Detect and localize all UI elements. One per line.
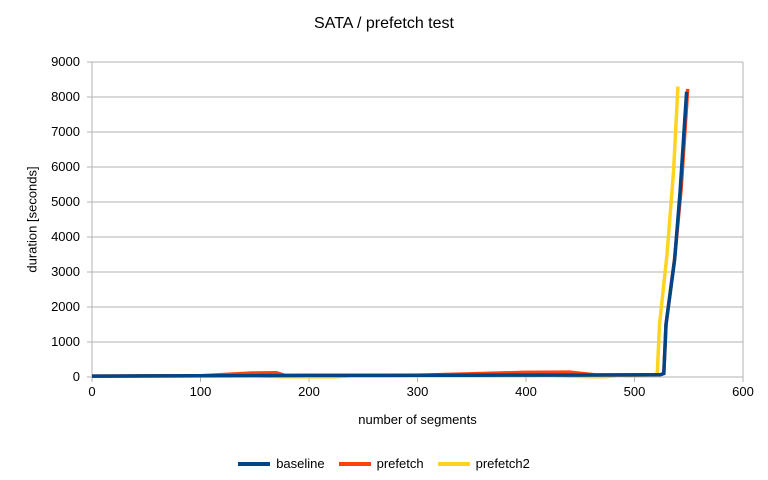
x-tick-label: 400 bbox=[515, 384, 537, 399]
y-tick-label: 0 bbox=[72, 369, 80, 384]
y-tick-label: 8000 bbox=[51, 89, 80, 104]
y-tick-label: 4000 bbox=[51, 229, 80, 244]
x-tick-label: 200 bbox=[298, 384, 320, 399]
legend-label-baseline: baseline bbox=[276, 456, 325, 471]
legend-label-prefetch2: prefetch2 bbox=[475, 456, 530, 471]
legend-swatch-prefetch2 bbox=[437, 461, 470, 466]
x-axis-title: number of segments bbox=[358, 412, 477, 427]
legend-swatch-prefetch bbox=[338, 461, 371, 466]
x-tick-label: 0 bbox=[88, 384, 96, 399]
chart-title: SATA / prefetch test bbox=[314, 15, 454, 32]
legend-swatch-baseline bbox=[238, 461, 271, 466]
series-line-baseline bbox=[91, 91, 689, 378]
x-tick-label: 100 bbox=[189, 384, 212, 399]
legend-label-prefetch: prefetch bbox=[376, 456, 424, 471]
x-tick-label: 600 bbox=[732, 384, 754, 399]
y-tick-label: 5000 bbox=[51, 194, 80, 209]
series-line-prefetch2 bbox=[91, 86, 680, 379]
y-tick-label: 1000 bbox=[51, 334, 80, 349]
y-tick-label: 3000 bbox=[51, 264, 80, 279]
x-tick-label: 300 bbox=[406, 384, 429, 399]
y-tick-label: 2000 bbox=[51, 299, 80, 314]
legend-item-prefetch: prefetch bbox=[338, 456, 424, 471]
y-tick-label: 7000 bbox=[51, 124, 80, 139]
x-tick-label: 500 bbox=[623, 384, 646, 399]
y-tick-label: 9000 bbox=[51, 54, 80, 69]
legend-item-baseline: baseline bbox=[238, 456, 325, 471]
legend-item-prefetch2: prefetch2 bbox=[437, 456, 530, 471]
y-tick-label: 6000 bbox=[51, 159, 80, 174]
legend: baseline prefetch prefetch2 bbox=[0, 456, 768, 471]
